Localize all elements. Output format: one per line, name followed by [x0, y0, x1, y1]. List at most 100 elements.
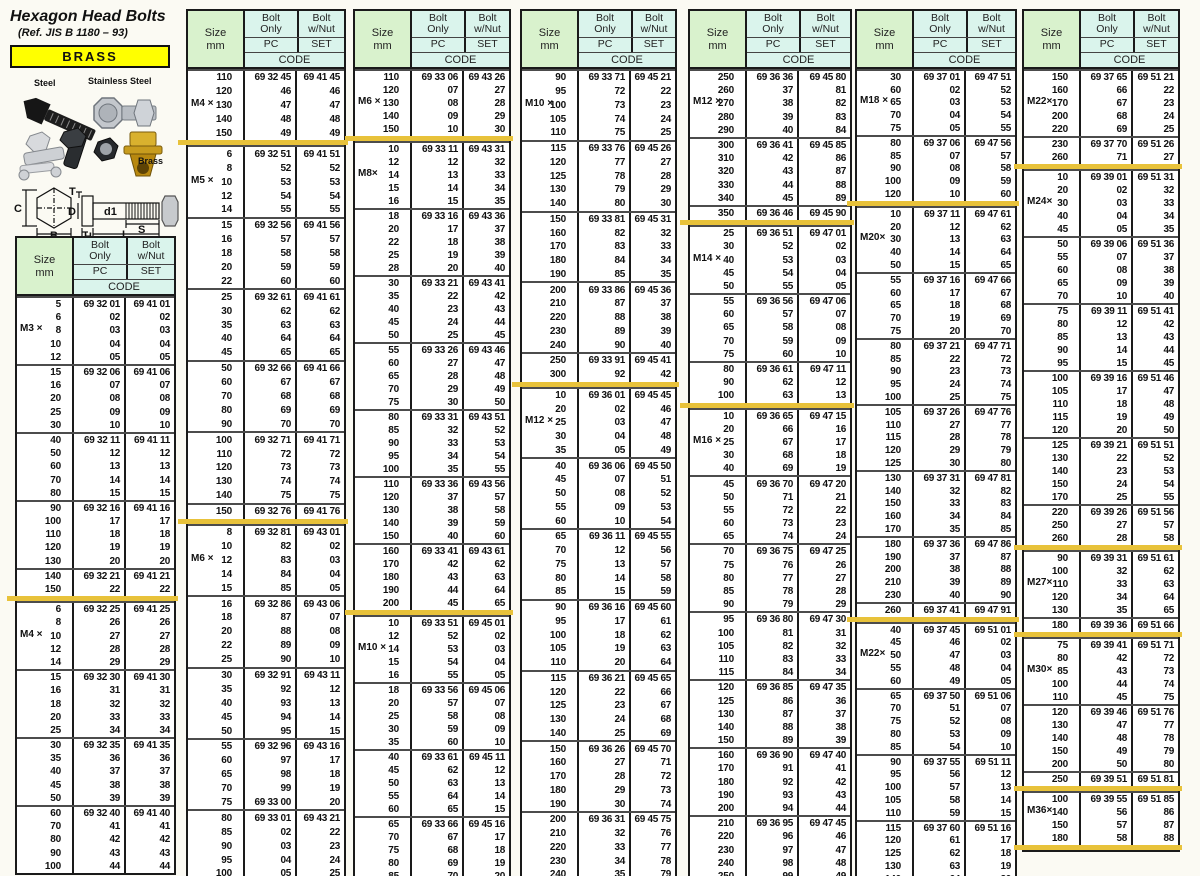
code-block: 50 69 32 66 69 41 66 60 67 67 70 68 68 80 69 69 90 70…: [188, 359, 344, 432]
size-cell: 5: [17, 298, 74, 312]
code-block: 70 69 36 75 69 47 25 75 76 26 80 77 27 85 78 28 90 79…: [690, 543, 850, 612]
table-row: 80 69 19: [355, 857, 509, 870]
size-cell: 50: [355, 329, 412, 342]
table-row: 110 69 33 36 69 43 56: [355, 478, 509, 491]
size-cell: 25: [188, 290, 245, 305]
size-cell: 16: [355, 669, 412, 682]
pc-code-cell: 15: [412, 195, 464, 208]
table-row: 110 20 64: [522, 655, 675, 670]
table-row: 100 57 13: [857, 781, 1015, 795]
table-row: 22 60 60: [188, 274, 344, 289]
size-cell: 95: [857, 768, 914, 782]
set-code-cell: 52: [1000, 84, 1011, 96]
set-code-cell: 08: [329, 626, 340, 638]
pc-header: PC: [74, 265, 126, 280]
pc-code-cell: 19: [579, 642, 631, 656]
set-code-cell: 04: [835, 267, 846, 279]
pc-code-cell: 69: [747, 462, 799, 476]
table-row: 190 30 74: [522, 797, 675, 811]
set-code-cell: 69 43 56: [468, 479, 505, 490]
size-cell: 60: [188, 375, 245, 390]
pc-code-cell: 69 39 26: [1081, 506, 1133, 519]
code-block: 18 69 33 56 69 45 06 20 57 07 25 58 08 30 59 09 35 60…: [355, 682, 509, 749]
thread-size-label: M3 ×: [20, 323, 43, 335]
table-row: 10 27 27: [17, 629, 174, 643]
set-code-cell: 12: [835, 377, 846, 389]
table-row: 100 81 31: [690, 626, 850, 640]
code-block: 16 69 32 86 69 43 06 18 87 07 20 88 08 22 89 09 25 90…: [188, 595, 344, 667]
size-cell: 240: [522, 338, 579, 352]
table-row: 35 36 36: [17, 752, 174, 766]
pc-code-cell: 53: [747, 253, 799, 267]
code-block: 350 69 36 46 69 45 90: [690, 204, 850, 221]
pc-code-cell: 64: [412, 790, 464, 803]
code-block: 80 69 33 31 69 43 51 85 32 52 90 33 53 95 34 54 100 3…: [355, 409, 509, 476]
size-cell: 65: [188, 767, 245, 782]
table-row: 230 69 37 70 69 51 26: [1024, 138, 1178, 151]
size-cell: 40: [17, 765, 74, 779]
thread-size-section: M8× 10 69 33 11 69 43 31 12 12 32 14 13 33 15 14 34 1…: [355, 141, 509, 610]
size-cell: 65: [690, 530, 747, 544]
small-parts-photo: [18, 131, 65, 181]
dim-t-label: T: [69, 186, 76, 198]
set-code-cell: 18: [494, 845, 505, 856]
table-row: 90 33 53: [355, 437, 509, 450]
thread-size-section: M10 × 90 69 33 71 69 45 21 95 72 22 100 73 23 105 7…: [522, 69, 675, 382]
set-code-cell: 34: [159, 724, 170, 736]
code-block: 50 69 39 06 69 51 36 55 07 37 60 08 38 65 09 39 70 10…: [1024, 236, 1178, 303]
size-cell: 200: [690, 801, 747, 816]
size-cell: 65: [690, 321, 747, 335]
table-row: 60 49 05: [857, 674, 1015, 688]
set-header: SET: [799, 38, 850, 53]
size-cell: 220: [522, 310, 579, 325]
pc-code-cell: 07: [579, 473, 631, 487]
size-cell: 22: [188, 638, 245, 653]
pc-code-cell: 33: [74, 710, 126, 724]
set-code-cell: 69 45 55: [634, 531, 671, 543]
table-row: 190 93 43: [690, 788, 850, 802]
size-cell: 300: [522, 367, 579, 382]
size-cell: 85: [355, 424, 412, 437]
table-row: 6 69 32 51 69 41 51: [188, 147, 344, 162]
pc-code-cell: 10: [1081, 290, 1133, 303]
size-cell: 55: [690, 503, 747, 517]
pc-code-cell: 68: [245, 389, 297, 404]
pc-code-cell: 30: [914, 457, 966, 470]
set-code-cell: 57: [1163, 520, 1174, 531]
pc-code-cell: 37: [747, 84, 799, 98]
table-row: 20 17 37: [355, 223, 509, 236]
table-row: 130 87 37: [690, 707, 850, 721]
set-code-cell: 44: [494, 317, 505, 328]
set-code-cell: 46: [329, 86, 340, 98]
size-cell: 130: [1024, 719, 1081, 732]
table-row: 75 30 50: [355, 396, 509, 409]
size-cell: 80: [1024, 318, 1081, 331]
table-row: 16 55 05: [355, 669, 509, 682]
set-code-cell: 23: [835, 518, 846, 530]
pc-code-cell: 12: [1081, 318, 1133, 331]
size-cell: 16: [188, 232, 245, 247]
table-header: Size mm Bolt Only Bolt w/Nut PC SET CODE: [188, 11, 344, 69]
size-cell: 190: [690, 788, 747, 802]
pc-code-cell: 69 32 40: [74, 806, 126, 821]
pc-code-cell: 95: [245, 724, 297, 738]
thread-size-label: M27×: [1027, 577, 1053, 588]
pc-code-cell: 73: [747, 517, 799, 531]
size-cell: 90: [522, 71, 579, 85]
size-cell: 180: [1024, 832, 1081, 845]
size-cell: 45: [188, 710, 245, 725]
pc-code-cell: 42: [747, 152, 799, 166]
set-code-cell: 31: [159, 685, 170, 697]
code-block: 150 69 32 76 69 41 76: [188, 502, 344, 519]
set-code-cell: 69 45 26: [634, 143, 671, 155]
set-code-cell: 39: [1163, 278, 1174, 289]
table-row: 15 14 34: [355, 182, 509, 195]
size-cell: 140: [522, 726, 579, 741]
size-cell: 350: [690, 206, 747, 221]
set-code-cell: 58: [329, 248, 340, 260]
size-cell: 95: [1024, 357, 1081, 370]
pc-code-cell: 69 37 16: [914, 273, 966, 287]
table-row: 20 08 08: [17, 392, 174, 406]
